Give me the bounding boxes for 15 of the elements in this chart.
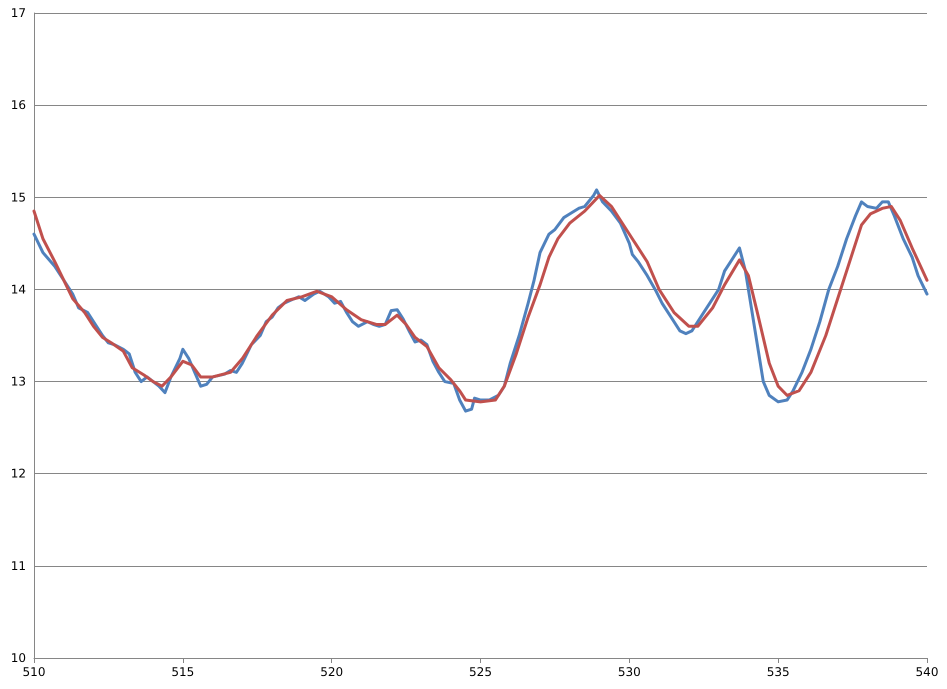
y-tick-label: 16	[10, 98, 26, 112]
x-tick-label: 535	[766, 665, 790, 679]
x-tick-label: 525	[469, 665, 492, 679]
x-tick-label: 520	[320, 665, 344, 679]
x-tick-label: 540	[916, 665, 938, 679]
y-tick-label: 17	[10, 6, 26, 20]
y-tick-label: 10	[10, 651, 26, 665]
y-tick-label: 12	[10, 466, 26, 481]
y-tick-label: 11	[10, 558, 26, 573]
x-tick-label: 530	[618, 665, 641, 679]
x-tick-label: 515	[171, 665, 194, 679]
y-tick-label: 15	[10, 190, 26, 204]
x-tick-label: 510	[22, 665, 46, 679]
y-tick-label: 14	[10, 282, 26, 296]
y-tick-label: 13	[10, 374, 26, 389]
